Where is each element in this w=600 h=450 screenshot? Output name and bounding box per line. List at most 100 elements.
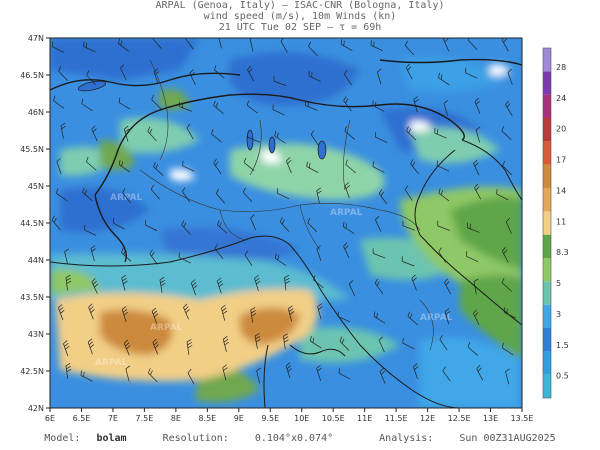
wind-barb [274, 131, 286, 144]
wind-barb [413, 363, 419, 380]
coastline-ligurian-tyrrhenian [50, 235, 461, 408]
wind-barb [213, 158, 222, 174]
wind-barb [345, 159, 356, 174]
model-value: bolam [96, 433, 127, 444]
coastline-corsica [263, 344, 269, 408]
colorbar-segment [543, 304, 551, 328]
wind-barb [285, 362, 292, 379]
wind-barb [505, 100, 513, 117]
national-borders [50, 58, 522, 263]
lat-tick-label: 45.5N [20, 145, 44, 154]
wind-barb [56, 158, 62, 174]
wind-barb [310, 336, 322, 349]
wind-barb [86, 156, 97, 171]
wind-barb [378, 336, 385, 353]
wind-barb [507, 68, 513, 85]
field-dark-green-se [460, 275, 522, 360]
field-teal-ligurian [50, 253, 350, 300]
wind-barb [153, 161, 164, 176]
wind-barb [80, 370, 93, 382]
wind-barb [90, 245, 96, 262]
wind-barb [342, 221, 355, 234]
wind-barb [316, 245, 322, 262]
wind-barb [375, 132, 388, 143]
wind-barb [306, 161, 319, 173]
wind-barb [244, 250, 253, 267]
colorbar-segment [543, 258, 551, 282]
wind-barb [60, 122, 66, 139]
wind-barb [254, 274, 261, 291]
lakes [77, 80, 327, 160]
analysis-value: Sun 00Z31AUG2025 [459, 433, 556, 444]
wind-barb [91, 125, 98, 142]
wind-barb [118, 97, 131, 110]
wind-barb [123, 339, 131, 356]
border-swiss-cantons [149, 59, 169, 161]
wind-barb [401, 256, 415, 267]
coastline-istria [461, 139, 522, 201]
wind-barb [215, 188, 225, 204]
wind-barb [501, 277, 512, 292]
wind-barb [284, 274, 290, 291]
wind-barb [501, 247, 509, 263]
colorbar-label: 0.5 [556, 372, 569, 381]
wind-barb [343, 69, 352, 86]
regional-borders [139, 59, 434, 351]
longitude-axis: 6E 6.5E 7E 7.5E 8E 8.5E 9E 9.5E 10E 10.5E 11E 11.5E… [45, 408, 533, 423]
wind-barb [413, 96, 419, 113]
lat-tick-label: 42N [28, 404, 44, 413]
wind-barb [118, 159, 131, 173]
colorbar-segment [543, 211, 551, 235]
wind-barb [442, 366, 451, 382]
wind-barb [402, 220, 416, 231]
wind-barb [254, 333, 261, 349]
field-teal-ne [410, 127, 500, 164]
wind-barb [211, 129, 222, 143]
wind-barb [308, 41, 318, 57]
wind-barb [439, 335, 448, 351]
header: ARPAL (Genoa, Italy) — ISAC-CNR (Bologna… [0, 0, 600, 33]
wind-barb [159, 277, 166, 293]
colorbar-label: 14 [556, 186, 566, 195]
wind-barb [372, 248, 386, 259]
wind-barb [83, 41, 96, 53]
wind-barb [152, 338, 159, 355]
wind-barb [152, 38, 162, 49]
wind-barb [372, 100, 385, 112]
wind-barb [183, 303, 190, 320]
colorbar-segment [543, 188, 551, 212]
wind-barb [436, 160, 450, 172]
wind-barb [348, 280, 355, 297]
lat-tick-label: 44.5N [20, 219, 44, 228]
lon-tick-label: 8.5E [198, 414, 216, 423]
wind-barb [505, 368, 510, 385]
wind-barb [410, 159, 419, 175]
wind-barb [221, 304, 228, 321]
wind-barb [473, 159, 480, 176]
border-austria [379, 58, 522, 66]
wind-barb [149, 249, 158, 265]
wind-barb [51, 41, 65, 53]
analysis-label: Analysis: [379, 433, 434, 444]
lon-tick-label: 9E [234, 414, 244, 423]
wind-barb [308, 70, 321, 82]
wind-barb [370, 40, 383, 52]
wind-barb [58, 66, 68, 81]
field-green-aosta [100, 140, 135, 170]
wind-barb [150, 184, 160, 200]
wind-barb [58, 304, 65, 321]
wind-barb [344, 182, 351, 199]
wind-barb [310, 130, 319, 146]
wind-barb [182, 160, 195, 172]
colorbar-segment [543, 118, 551, 142]
colorbar-label: 1.5 [556, 341, 569, 350]
lon-tick-label: 7.5E [136, 414, 154, 423]
wind-barb [372, 161, 385, 173]
wind-barb [242, 187, 253, 203]
wind-barb [53, 95, 65, 109]
wind-barb [467, 222, 480, 233]
border-central-italy [419, 299, 434, 351]
wind-barb [502, 160, 512, 176]
colorbar-segment [543, 234, 551, 258]
wind-barb [121, 274, 128, 291]
